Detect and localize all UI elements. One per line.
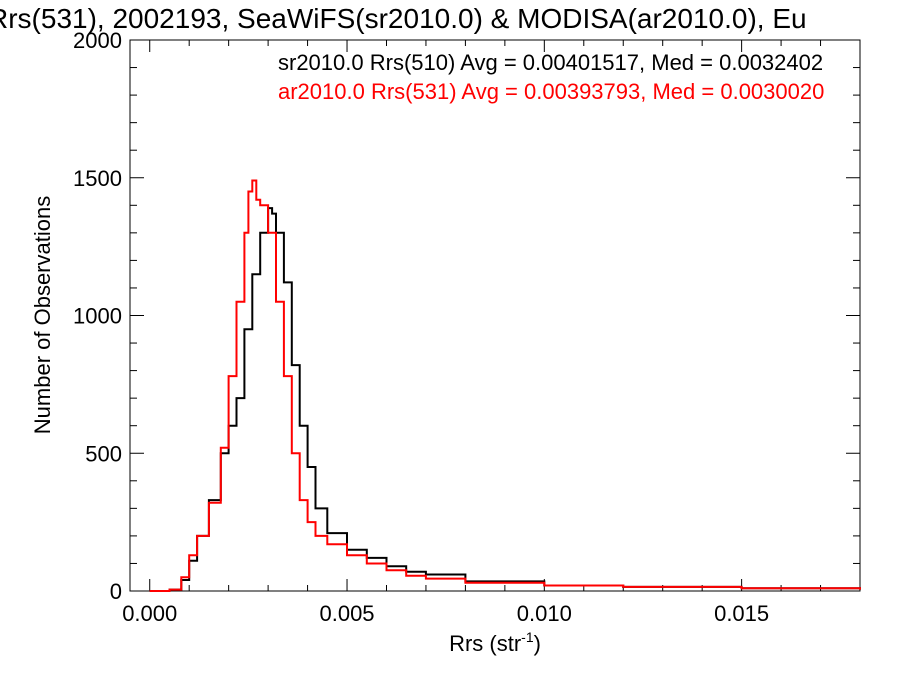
x-axis-label: Rrs (str-1) [449,629,541,656]
x-tick-label: 0.015 [714,601,769,626]
legend-sr2010: sr2010.0 Rrs(510) Avg = 0.00401517, Med … [278,50,823,75]
y-tick-label: 0 [110,579,122,604]
x-axis: 0.000 0.005 0.010 0.015 [122,40,861,626]
x-axis-label-superscript: -1 [521,629,534,645]
y-tick-label: 1500 [73,166,122,191]
series-line-1 [149,179,861,592]
y-tick-label: 500 [85,441,122,466]
y-axis: 0 500 1000 1500 2000 [73,28,860,604]
x-axis-label-suffix: ) [534,631,541,656]
x-tick-label: 0.000 [122,601,177,626]
series-layer [149,179,861,592]
y-tick-label: 1000 [73,304,122,329]
chart-title: Rrs(531), 2002193, SeaWiFS(sr2010.0) & M… [0,3,807,34]
y-axis-label: Number of Observations [30,196,55,434]
x-tick-label: 0.005 [319,601,374,626]
legend-ar2010: ar2010.0 Rrs(531) Avg = 0.00393793, Med … [278,79,824,104]
series-line-0 [149,207,861,592]
x-axis-label-main: Rrs (str [449,631,521,656]
y-tick-label: 2000 [73,28,122,53]
x-tick-label: 0.010 [517,601,572,626]
plot-frame [129,39,861,592]
